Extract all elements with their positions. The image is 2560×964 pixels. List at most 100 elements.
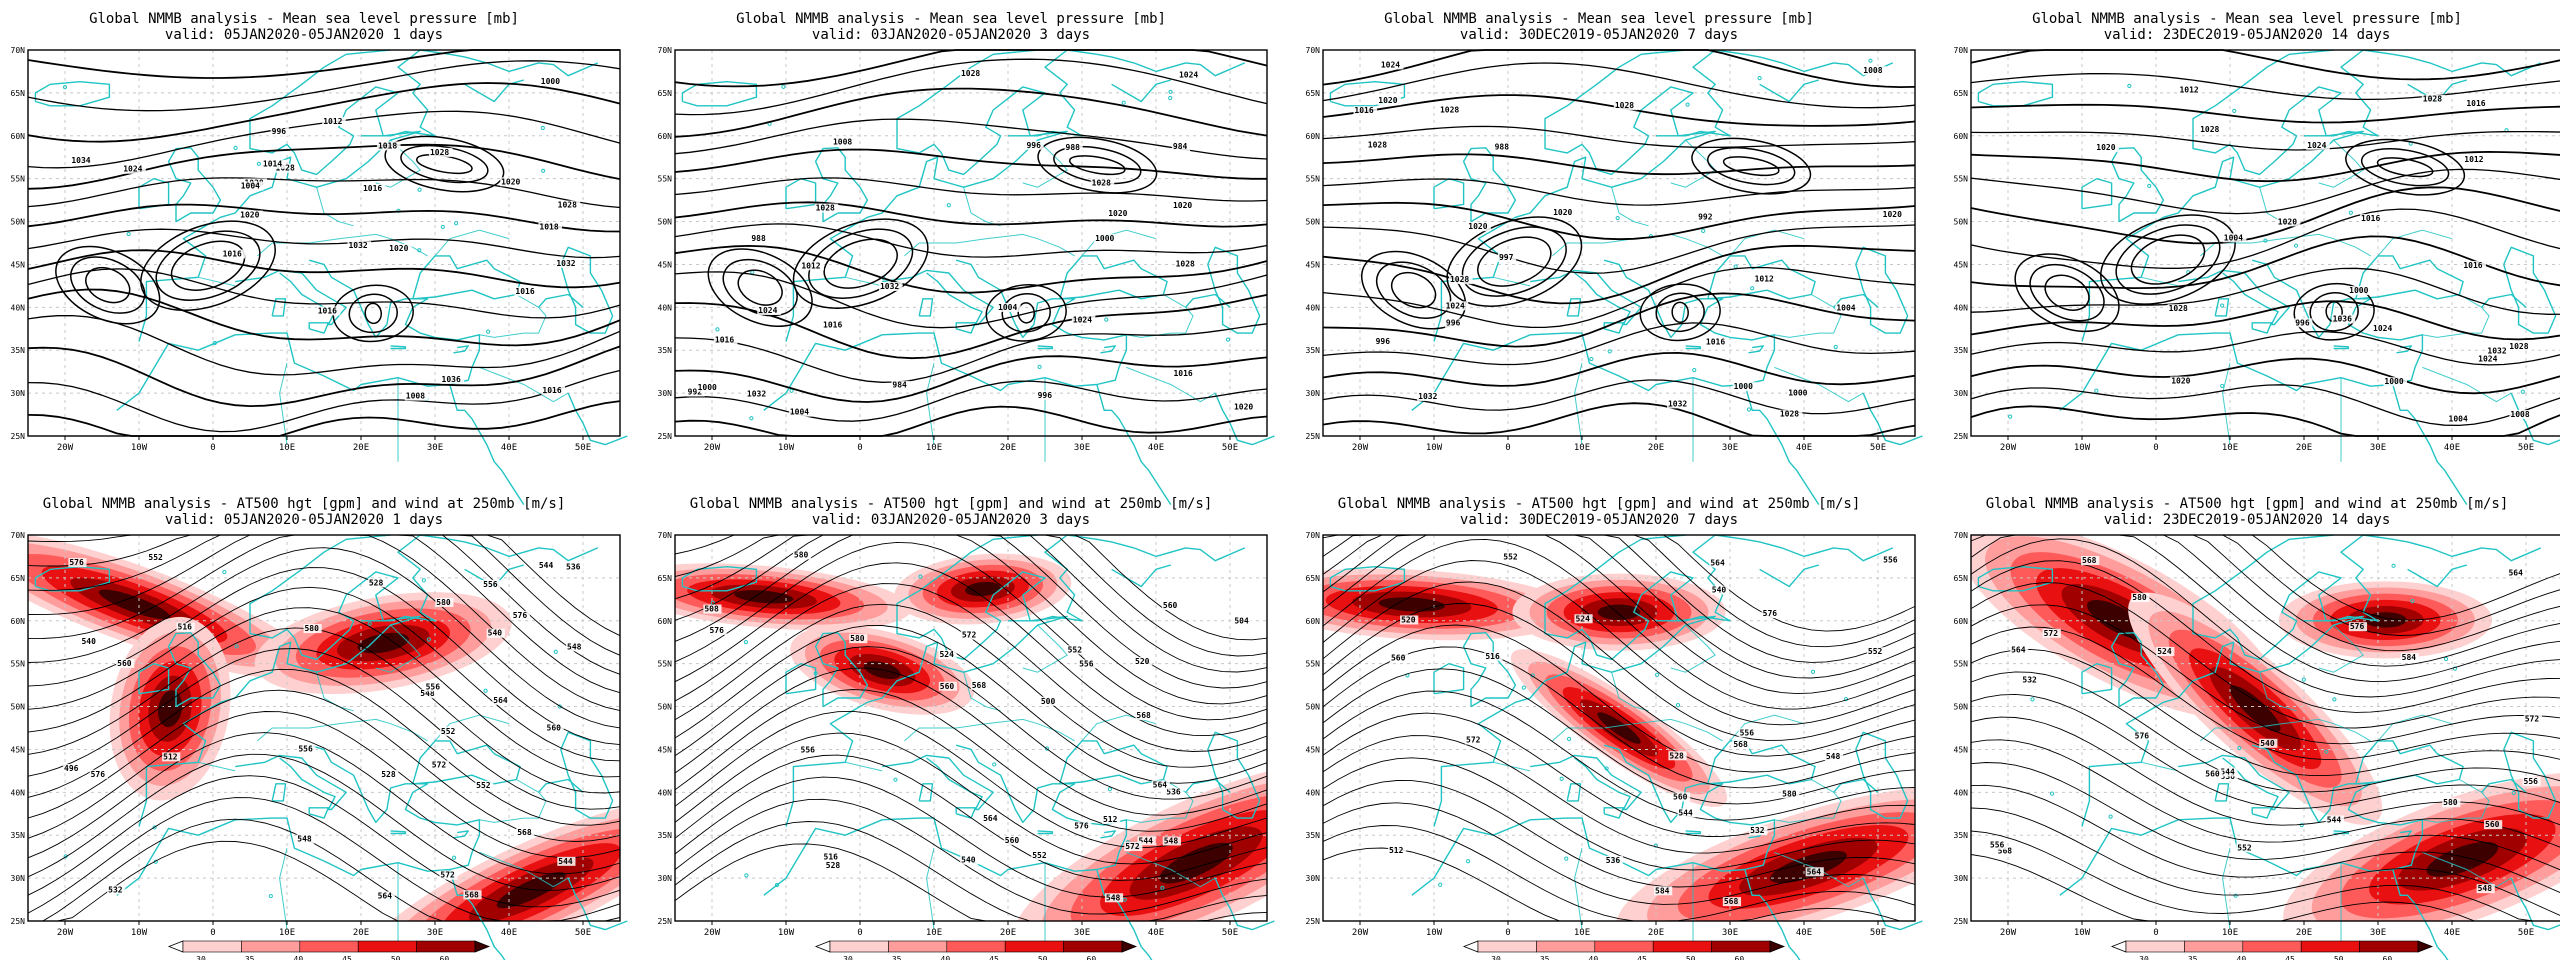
x-tick-label: 20W [57,928,74,938]
border-segment [1774,779,1842,823]
height-contour [27,567,621,746]
border-segment [198,276,236,287]
height-label: 536 [1606,856,1621,865]
y-tick-label: 35N [1306,831,1321,840]
label-bg [1787,388,1811,398]
label-bg [2010,645,2029,655]
x-tick-label: 50E [1222,443,1238,453]
label-bg [1666,399,1691,409]
x-tick-label: 20W [1352,443,1369,453]
label-bg [1232,402,1257,412]
y-tick-label: 55N [1954,175,1969,184]
panel-title: Global NMMB analysis - AT500 hgt [gpm] a… [43,496,566,512]
isobar-line [1970,331,2560,366]
y-tick-label: 65N [11,89,26,98]
map-frame [1322,534,1916,922]
y-tick-label: 35N [658,346,673,355]
y-tick-label: 65N [658,574,673,583]
isobar-label: 1018 [539,223,558,232]
border-segment [1574,847,1583,930]
x-tick-label: 50E [2518,443,2534,453]
height-label: 564 [2508,568,2523,577]
label-bg [1882,555,1901,565]
colorbar-tick-label: 50 [2334,955,2344,960]
label-bg [539,76,564,86]
label-bg [2325,815,2344,825]
x-tick-label: 20E [353,443,369,453]
height-label: 576 [91,770,106,779]
coastline-segment [1759,564,1819,588]
colorbar-swatch [1711,940,1771,953]
x-tick-label: 30E [2370,443,2386,453]
height-label: 552 [1868,647,1883,656]
label-bg [107,885,126,895]
isobar-label: 1020 [1173,201,1192,210]
colorbar-swatch [299,940,359,953]
isobar-line [27,249,621,289]
y-tick-label: 60N [1954,132,1969,141]
label-bg [1353,106,1378,116]
isobar-line [674,405,1268,437]
height-contour [674,541,1268,721]
label-bg [162,752,181,762]
coastline-segment [1759,79,1819,103]
isobar-closed [2115,224,2221,295]
height-label: 524 [1575,614,1590,623]
label-bg [1162,836,1181,846]
coastline-segment [1603,322,1625,334]
height-label: 516 [178,623,193,632]
island [2008,414,2013,419]
isobar-closed [737,269,783,306]
height-label: 556 [298,745,313,754]
height-label: 552 [1032,851,1047,860]
isobar-label: 1028 [1615,101,1634,110]
island [1037,364,1042,369]
height-label: 580 [850,634,865,643]
border-segment [2141,761,2179,772]
height-contour [1322,712,1916,837]
isobar-closed [1639,283,1721,342]
wind-speed-area [1597,604,1641,620]
coastline-segment [2481,778,2527,793]
isobar-label: 1036 [2333,315,2352,324]
coastline-segment [1008,49,1083,137]
height-label: 544 [2327,816,2342,825]
height-label: 580 [2443,798,2458,807]
y-tick-label: 25N [658,917,673,926]
isobar-line [674,177,1268,202]
colorbar-swatch [416,940,476,953]
y-tick-label: 25N [11,432,26,441]
colorbar-tick-label: 60 [1087,955,1097,960]
height-contour [1322,538,1916,710]
y-tick-label: 60N [1306,617,1321,626]
label-bg [1781,789,1800,799]
coastline-segment [1530,754,1642,811]
x-tick-label: 0 [857,928,862,938]
island [483,688,488,693]
label-bg [696,382,721,392]
label-bg [2484,820,2503,830]
height-contour [27,732,621,875]
colorbar-tick-label: 30 [843,955,853,960]
coastline-segment [453,345,469,354]
coastline-segment [2059,744,2424,896]
coastline [1329,534,1923,964]
isobar-closed [1390,271,1437,309]
label-bg [380,769,399,779]
coastline-segment [116,744,481,896]
x-tick-label: 10E [926,443,942,453]
border-segment [1774,366,1864,403]
isobar-closed [2130,234,2206,285]
colorbar-tick-label: 40 [941,955,951,960]
border-segment [1126,294,1194,338]
label-bg [1107,208,1131,218]
height-label: 572 [432,760,447,769]
height-contour [674,667,1268,816]
border-segment [1493,761,1531,772]
isobar-label: 1028 [961,69,980,78]
y-tick-label: 30N [1306,389,1321,398]
isobar-line [674,58,1268,116]
island [268,893,273,899]
coastline-segment [1977,566,2054,592]
label-bg [2442,798,2461,808]
